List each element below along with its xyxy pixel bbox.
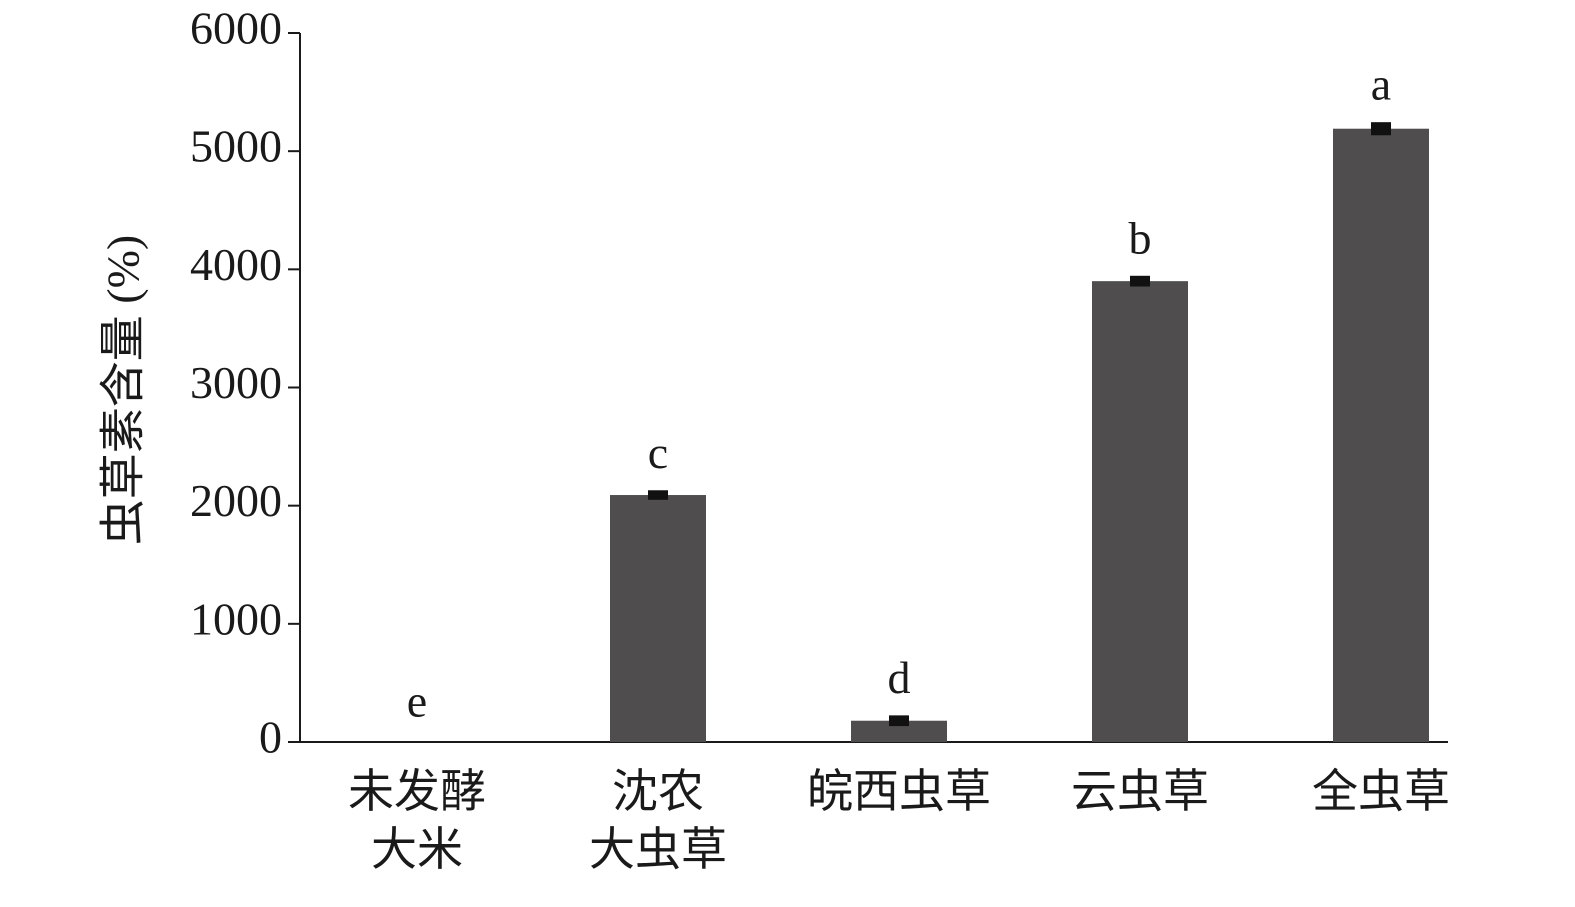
- x-tick-label: 皖西虫草: [807, 764, 991, 818]
- x-tick-label: 云虫草: [1071, 764, 1209, 818]
- error-cap: [1130, 275, 1150, 287]
- significance-label: b: [1129, 212, 1152, 263]
- significance-label: e: [407, 676, 427, 727]
- error-cap: [648, 490, 668, 500]
- y-tick-label: 0: [259, 712, 282, 763]
- x-tick-label: 未发酵 大米: [348, 764, 486, 876]
- x-tick-label: 全虫草: [1312, 764, 1450, 818]
- y-tick-label: 5000: [190, 121, 282, 172]
- y-tick-label: 3000: [190, 357, 282, 408]
- bar: [610, 495, 706, 742]
- y-axis-label: 虫草素含量 (%): [98, 235, 149, 545]
- significance-label: d: [888, 652, 911, 703]
- significance-label: a: [1371, 59, 1391, 110]
- significance-label: c: [648, 427, 668, 478]
- bar: [851, 720, 947, 742]
- x-tick-label: 沈农 大虫草: [589, 764, 727, 876]
- error-cap: [1371, 122, 1391, 136]
- y-tick-label: 2000: [190, 475, 282, 526]
- bar: [1333, 128, 1429, 743]
- error-cap: [889, 715, 909, 727]
- y-tick-label: 6000: [190, 3, 282, 54]
- y-tick-label: 4000: [190, 239, 282, 290]
- y-tick-label: 1000: [190, 593, 282, 644]
- bar: [1092, 281, 1188, 742]
